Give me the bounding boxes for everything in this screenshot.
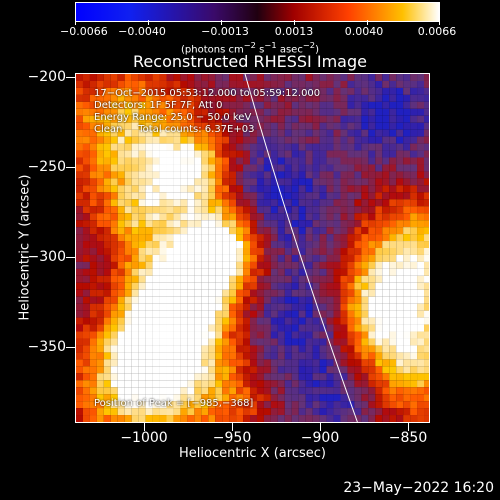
colorbar-units: (photons cm−2 s−1 asec−2) — [180, 40, 320, 56]
colorbar-gradient — [76, 3, 439, 21]
colorbar-tick — [439, 20, 440, 25]
y-tick — [66, 77, 75, 78]
x-axis-label: Heliocentric X (arcsec) — [179, 446, 326, 461]
x-tick-label: −900 — [300, 430, 340, 446]
y-tick-label: −200 — [27, 69, 66, 85]
colorbar-label: 0.0066 — [417, 25, 457, 38]
colorbar-label: −0.0040 — [118, 25, 166, 38]
colorbar-label: 0.0013 — [274, 25, 314, 38]
x-tick — [232, 423, 233, 431]
y-tick — [66, 347, 75, 348]
timestamp: 23−May−2022 16:20 — [343, 480, 494, 496]
y-tick — [66, 257, 75, 258]
colorbar-tick — [294, 20, 295, 25]
x-tick — [320, 423, 321, 431]
x-tick — [408, 423, 409, 431]
colorbar — [75, 2, 440, 22]
x-tick-label: −950 — [212, 430, 252, 446]
info-energy-range: Energy Range: 25.0 − 50.0 keV — [94, 112, 252, 123]
solar-limb-line — [244, 74, 358, 422]
colorbar-tick — [75, 20, 76, 25]
colorbar-label: 0.0040 — [344, 25, 384, 38]
y-tick-label: −250 — [27, 159, 66, 175]
x-tick-label: −850 — [388, 430, 428, 446]
info-algorithm-counts: Clean Total counts: 6.37E+03 — [94, 124, 255, 135]
info-detectors: Detectors: 1F 5F 7F, Att 0 — [94, 100, 223, 111]
colorbar-tick — [367, 20, 368, 25]
x-tick — [144, 423, 145, 431]
plot-title: Reconstructed RHESSI Image — [133, 52, 367, 71]
y-axis-label: Heliocentric Y (arcsec) — [17, 174, 33, 321]
info-peak-position: Position of Peak = [−985,−368] — [94, 398, 254, 409]
info-time-range: 17−Oct−2015 05:53:12.000 to 05:59:12.000 — [94, 88, 321, 99]
image-frame — [75, 73, 430, 423]
y-tick-label: −350 — [27, 339, 66, 355]
colorbar-label: −0.0066 — [60, 25, 108, 38]
colorbar-tick — [148, 20, 149, 25]
x-tick-label: −1000 — [120, 430, 168, 446]
colorbar-label: −0.0013 — [201, 25, 249, 38]
y-tick — [66, 167, 75, 168]
colorbar-tick — [221, 20, 222, 25]
y-tick-label: −300 — [27, 249, 66, 265]
